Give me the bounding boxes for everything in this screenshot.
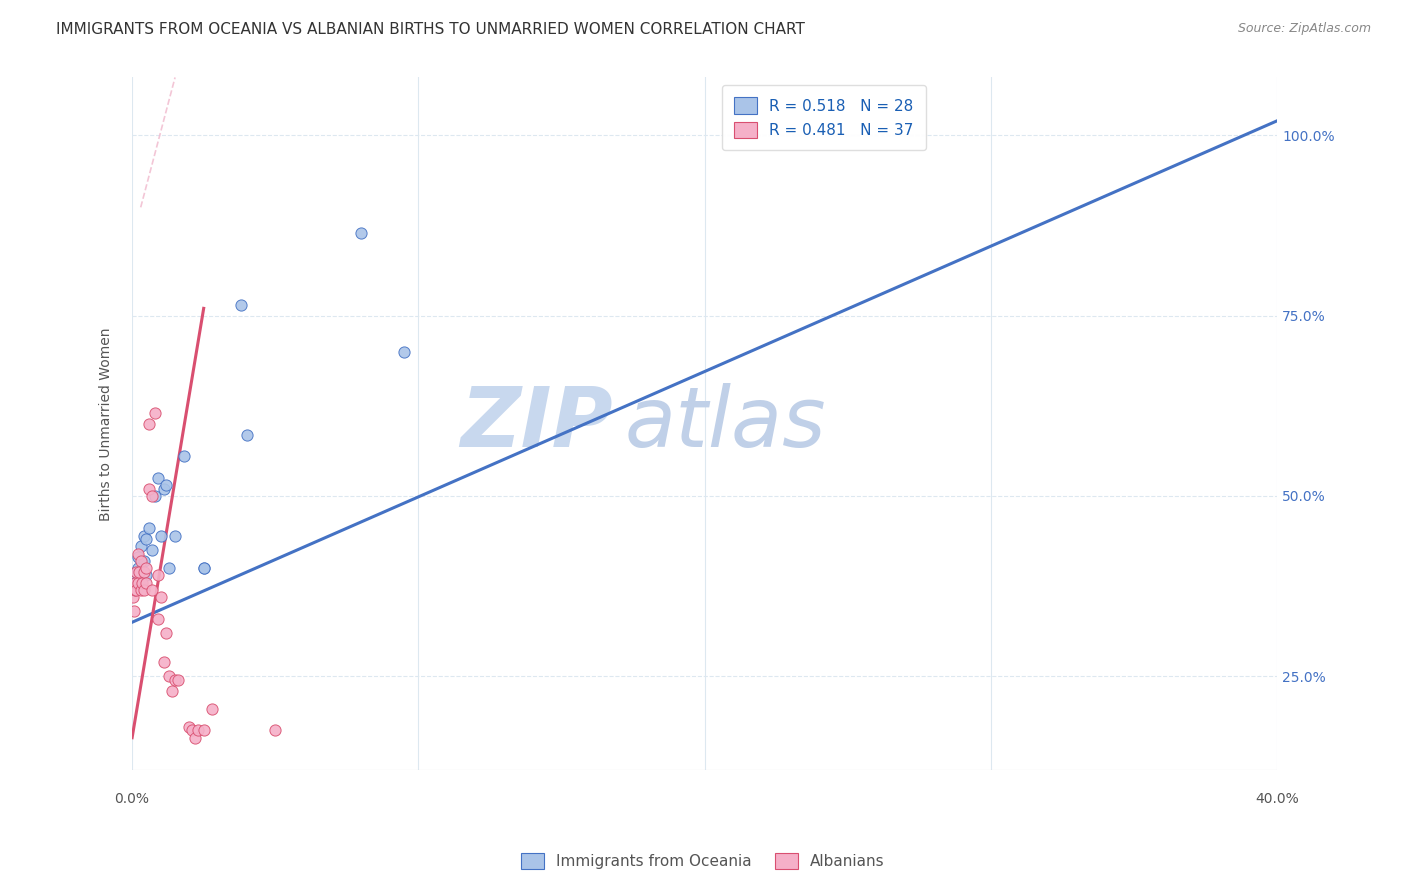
Point (157, 561, 180, 575)
Point (135, 561, 157, 575)
Point (165, 529, 187, 543)
Point (128, 565, 150, 579)
Point (160, 683, 183, 698)
Point (184, 731, 207, 745)
Point (143, 406, 166, 420)
Point (157, 669, 180, 683)
Point (141, 582, 163, 597)
Point (229, 298, 252, 312)
Point (132, 582, 155, 597)
Point (392, 344, 415, 359)
Point (125, 582, 148, 597)
Legend: R = 0.518   N = 28, R = 0.481   N = 37: R = 0.518 N = 28, R = 0.481 N = 37 (723, 85, 927, 151)
Point (138, 521, 160, 535)
Point (129, 582, 152, 597)
Point (146, 612, 169, 626)
Point (135, 575, 157, 590)
Point (138, 417, 160, 431)
Point (131, 575, 153, 590)
Text: IMMIGRANTS FROM OCEANIA VS ALBANIAN BIRTHS TO UNMARRIED WOMEN CORRELATION CHART: IMMIGRANTS FROM OCEANIA VS ALBANIAN BIRT… (56, 22, 806, 37)
Point (167, 673, 190, 687)
Point (146, 471, 169, 485)
Point (152, 482, 174, 496)
Point (127, 575, 149, 590)
Point (155, 478, 177, 492)
Point (155, 626, 177, 640)
Point (135, 568, 157, 582)
Point (264, 723, 287, 738)
Point (124, 582, 146, 597)
Point (165, 673, 187, 687)
Point (124, 565, 146, 579)
Point (124, 582, 146, 597)
Point (146, 568, 169, 582)
Point (141, 543, 163, 558)
Point (149, 529, 172, 543)
Point (132, 554, 155, 568)
Point (127, 561, 149, 575)
Point (122, 604, 145, 618)
Point (193, 561, 215, 575)
Point (152, 655, 174, 669)
Point (179, 720, 201, 734)
Text: 40.0%: 40.0% (1256, 792, 1299, 805)
Point (122, 575, 145, 590)
Point (129, 579, 152, 593)
Point (122, 590, 145, 604)
Text: 0.0%: 0.0% (115, 792, 149, 805)
Point (124, 575, 146, 590)
Text: Source: ZipAtlas.com: Source: ZipAtlas.com (1237, 22, 1371, 36)
Point (350, 226, 373, 240)
Y-axis label: Births to Unmarried Women: Births to Unmarried Women (100, 327, 114, 521)
Point (193, 723, 215, 738)
Point (127, 550, 149, 565)
Point (129, 540, 152, 554)
Point (173, 450, 195, 464)
Point (135, 533, 157, 547)
Point (132, 565, 155, 579)
Legend: Immigrants from Oceania, Albanians: Immigrants from Oceania, Albanians (515, 847, 891, 875)
Point (149, 590, 172, 604)
Point (143, 489, 166, 503)
Point (129, 554, 152, 568)
Point (127, 547, 149, 561)
Point (187, 723, 209, 738)
Text: ZIP: ZIP (460, 384, 613, 465)
Text: atlas: atlas (624, 384, 827, 465)
Point (201, 702, 224, 716)
Point (132, 529, 155, 543)
Point (128, 565, 150, 579)
Point (235, 427, 257, 442)
Point (141, 489, 163, 503)
Point (138, 482, 160, 496)
Point (125, 565, 148, 579)
Point (193, 561, 215, 575)
Point (181, 723, 204, 738)
